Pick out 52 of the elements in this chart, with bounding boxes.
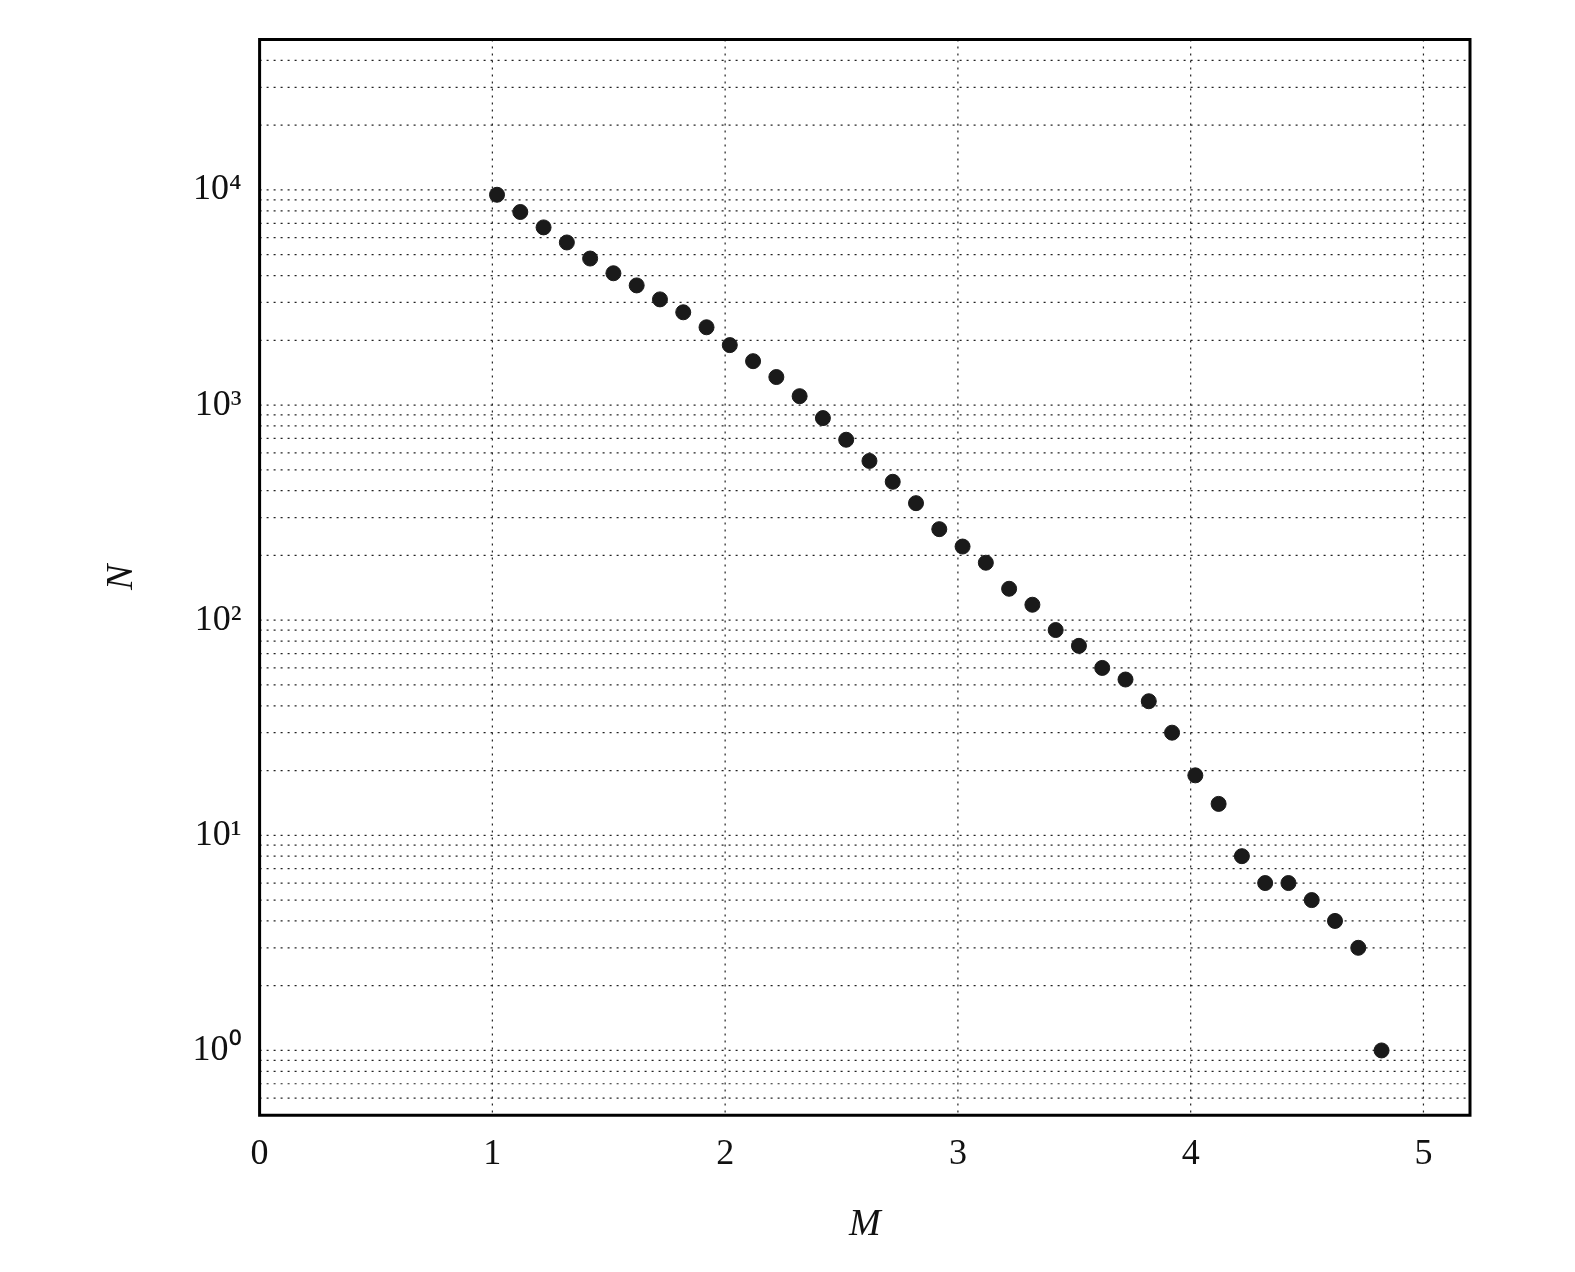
point — [1326, 912, 1343, 929]
point — [1187, 767, 1204, 784]
x-tick-label: 4 — [1181, 1132, 1200, 1173]
x-tick-label: 5 — [1414, 1132, 1433, 1173]
y-tick-label: 10¹ — [194, 812, 242, 853]
y-tick-label: 10⁰ — [192, 1027, 242, 1068]
point — [1350, 939, 1367, 956]
point — [908, 495, 925, 512]
y-tick-label: 10⁴ — [193, 167, 242, 208]
x-tick-label: 1 — [483, 1132, 502, 1173]
point — [954, 538, 971, 555]
x-tick-label: 2 — [716, 1132, 735, 1173]
point — [814, 410, 831, 427]
point — [651, 291, 668, 308]
point — [838, 431, 855, 448]
point — [1070, 637, 1087, 654]
point — [1140, 693, 1157, 710]
point — [1210, 795, 1227, 812]
y-axis-title: N — [97, 562, 140, 592]
point — [1024, 596, 1041, 613]
point — [931, 521, 948, 538]
point — [512, 203, 529, 220]
x-tick-label: 0 — [250, 1132, 269, 1173]
point — [745, 353, 762, 370]
point — [558, 234, 575, 251]
y-tick-label: 10³ — [194, 382, 242, 423]
point — [1164, 724, 1181, 741]
point — [1233, 848, 1250, 865]
point — [721, 337, 738, 354]
point — [698, 319, 715, 336]
x-axis-title: M — [847, 1201, 883, 1244]
point — [861, 452, 878, 469]
point — [489, 186, 506, 203]
point — [605, 265, 622, 282]
point — [977, 554, 994, 571]
point — [1280, 875, 1297, 892]
point — [1047, 622, 1064, 639]
point — [884, 473, 901, 490]
point — [1373, 1042, 1390, 1059]
point — [768, 369, 785, 386]
point — [1303, 892, 1320, 909]
point — [582, 250, 599, 267]
point — [791, 388, 808, 405]
y-tick-label: 10² — [194, 597, 242, 638]
point — [1001, 580, 1018, 597]
point — [1117, 671, 1134, 688]
point — [535, 219, 552, 236]
point — [628, 277, 645, 294]
point — [1257, 875, 1274, 892]
x-tick-label: 3 — [948, 1132, 967, 1173]
point — [675, 304, 692, 321]
point — [1094, 659, 1111, 676]
